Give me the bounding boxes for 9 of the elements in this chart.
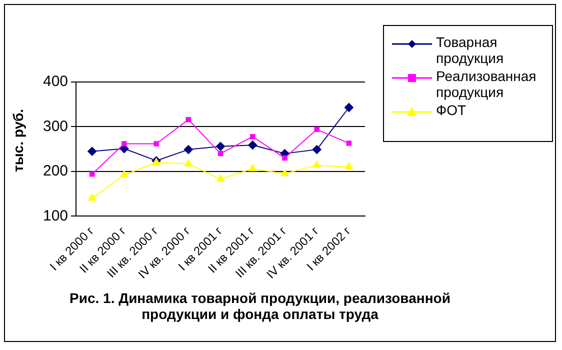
text: Рис. 1. Динамика товарной продукции, реализованной продукции и фонда оплаты труда [68, 290, 452, 322]
legend-label: Реализованная продукция [436, 68, 538, 100]
y-tick-label: 200 [42, 162, 68, 180]
legend-label: Товарная продукция [436, 34, 505, 66]
y-tick-label: 100 [42, 207, 68, 224]
y-axis-title: тыс. руб. [10, 108, 26, 172]
y-tick-label: 400 [42, 73, 68, 90]
y-tick-label: 300 [42, 118, 68, 135]
legend-label: ФОТ [436, 102, 466, 118]
